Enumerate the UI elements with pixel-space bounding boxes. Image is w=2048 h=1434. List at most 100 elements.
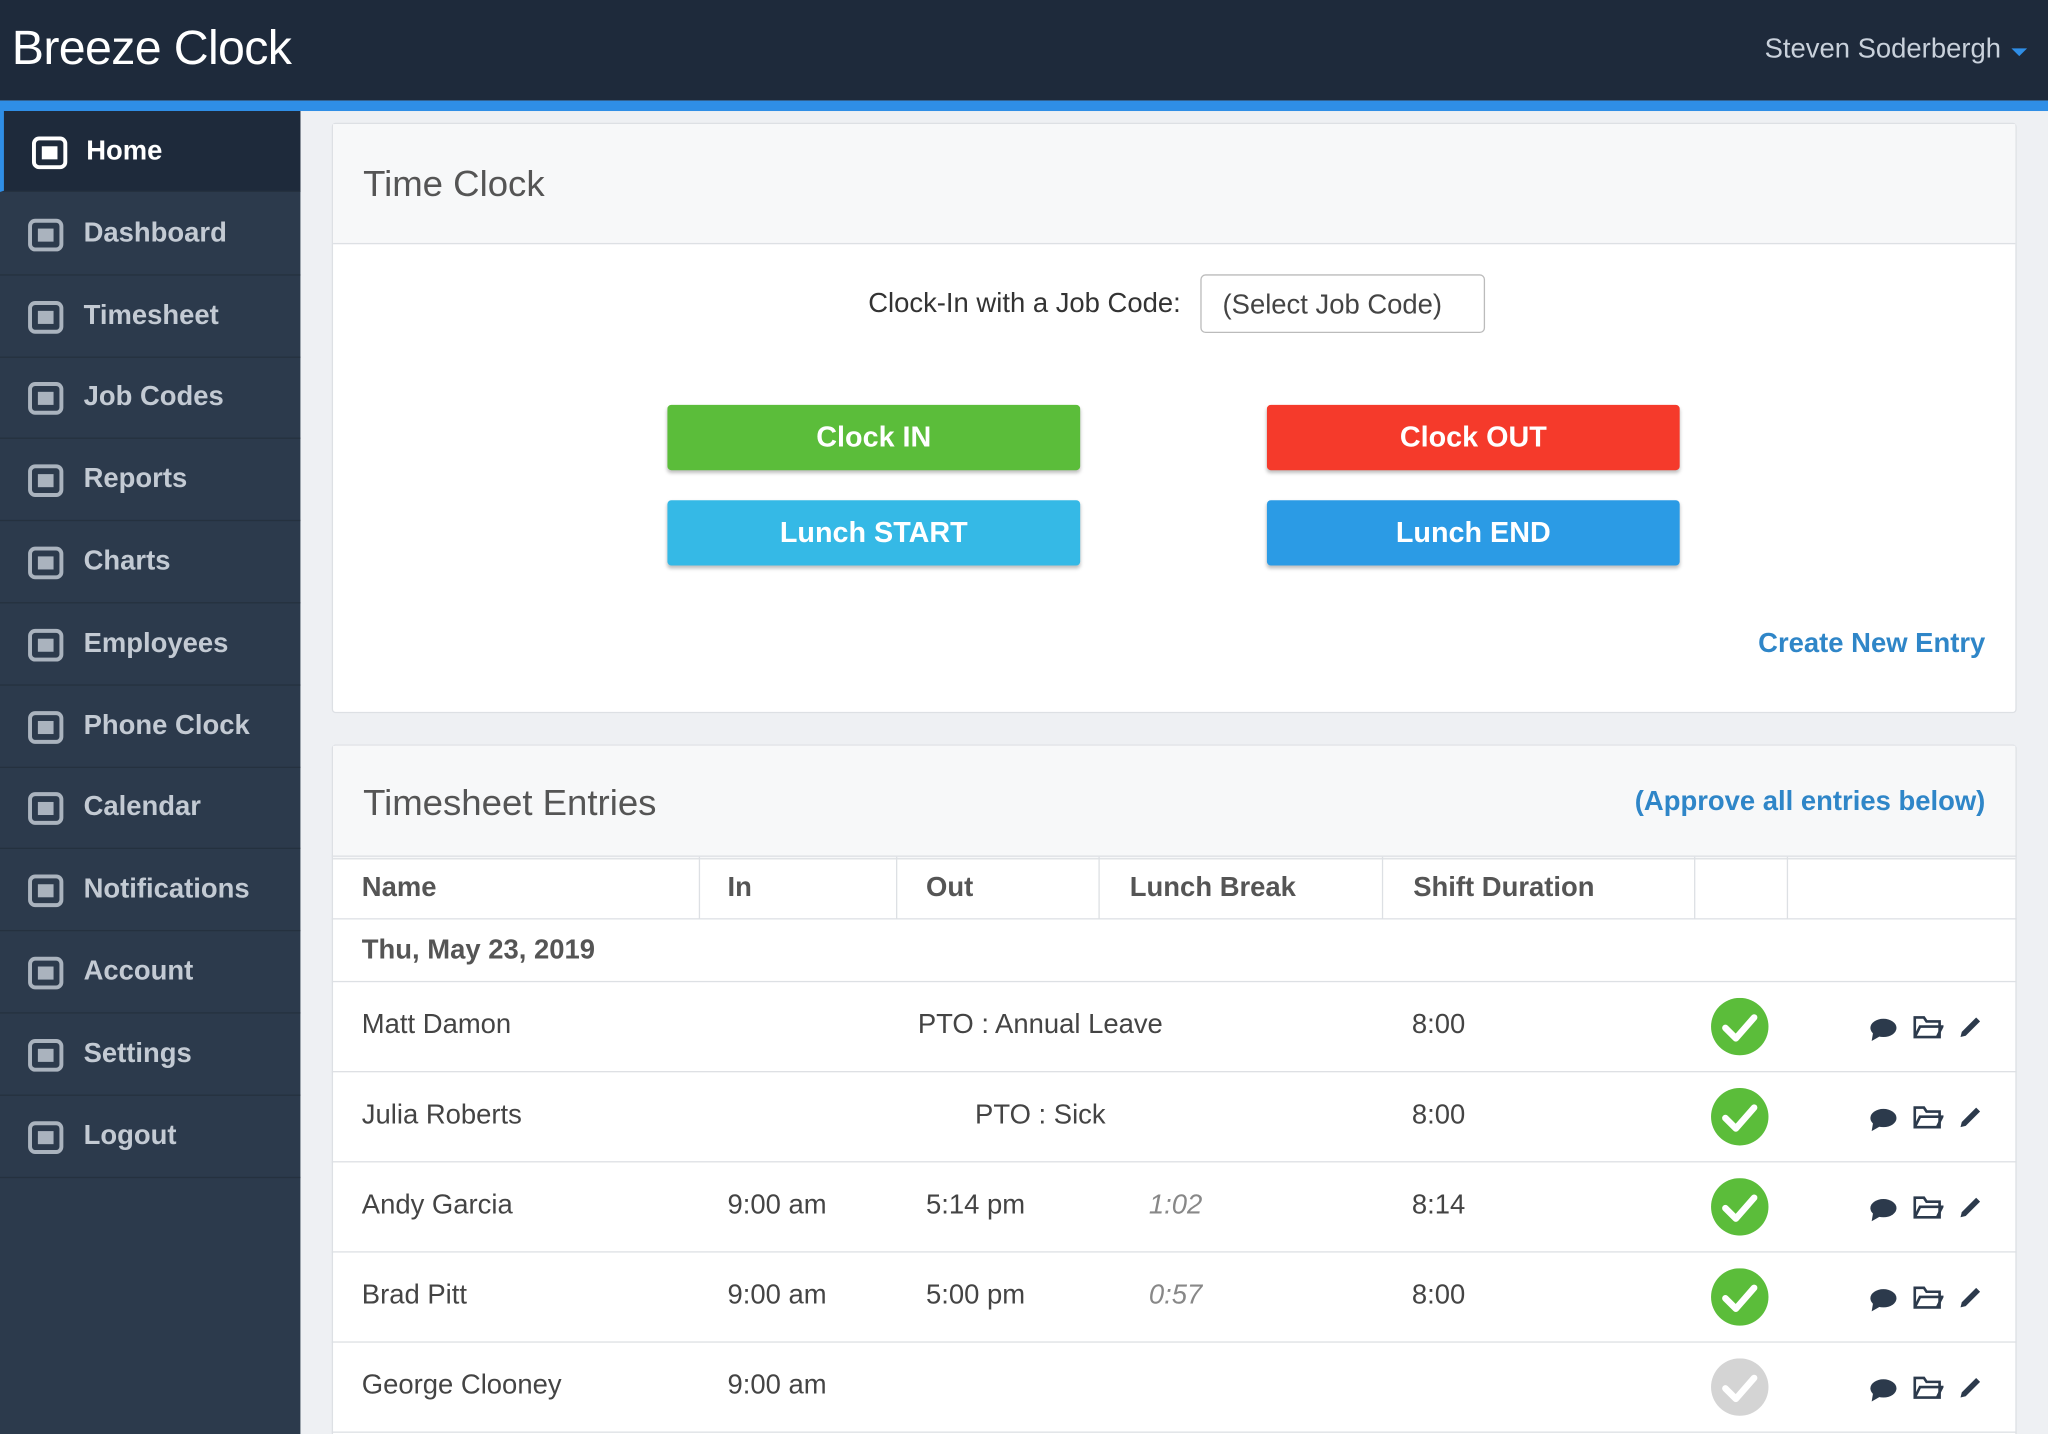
edit-icon[interactable] (1957, 1105, 1983, 1138)
comment-icon-glyph (1870, 1379, 1897, 1402)
row-divider (331, 1161, 2017, 1163)
nav-icon (28, 874, 64, 908)
employee-name: Brad Pitt (361, 1279, 467, 1311)
nav-item[interactable]: Settings (0, 1013, 301, 1096)
nav-icon (28, 218, 64, 252)
panel-title: Time Clock (363, 163, 545, 204)
clock-in: 9:00 am (727, 1189, 827, 1220)
user-menu[interactable]: Steven Soderbergh (1764, 33, 2001, 64)
nav-icon (28, 382, 64, 416)
nav-icon (28, 1038, 64, 1072)
nav-item[interactable]: Phone Clock (0, 685, 301, 768)
create-entry-link[interactable]: Create New Entry (1758, 628, 1986, 659)
folder-icon[interactable] (1912, 1283, 1945, 1318)
edit-icon[interactable] (1957, 1375, 1983, 1408)
nav-item[interactable]: Employees (0, 603, 301, 686)
approve-check[interactable] (1711, 1178, 1769, 1242)
nav-item[interactable]: Notifications (0, 849, 301, 932)
nav-item[interactable]: Logout (0, 1095, 301, 1178)
comment-icon[interactable] (1869, 1287, 1898, 1320)
nav-label: Notifications (83, 874, 250, 905)
action-button[interactable]: Lunch START (667, 500, 1081, 566)
comment-icon-glyph (1870, 1199, 1897, 1222)
date-group: Thu, May 23, 2019 (361, 935, 596, 966)
brand[interactable]: Breeze Clock (11, 20, 292, 75)
nav-icon (28, 300, 64, 334)
nav-label: Job Codes (83, 381, 224, 412)
nav-icon (28, 792, 64, 826)
panel-title: Timesheet Entries (363, 782, 657, 823)
comment-icon-glyph (1870, 1108, 1897, 1132)
folder-icon[interactable] (1912, 1192, 1945, 1227)
nav-item[interactable]: Account (0, 931, 301, 1014)
comment-icon[interactable] (1869, 1377, 1898, 1410)
nav-label: Charts (83, 545, 171, 576)
folder-icon[interactable] (1912, 1102, 1945, 1137)
nav-item[interactable]: Calendar (0, 767, 301, 850)
nav-item[interactable]: Job Codes (0, 357, 301, 440)
nav-item[interactable]: Home (0, 111, 301, 192)
row-divider (331, 1341, 2017, 1343)
edit-icon-glyph (1960, 1017, 1981, 1038)
nav-label: Logout (83, 1120, 177, 1151)
column-header: Out (926, 872, 974, 903)
edit-icon[interactable] (1957, 1015, 1983, 1048)
shift-duration: 8:00 (1411, 1009, 1466, 1040)
nav-label: Account (83, 956, 194, 987)
employee-name: Matt Damon (361, 1009, 512, 1040)
accent-bar (0, 100, 2048, 112)
approve-check[interactable] (1711, 1268, 1769, 1332)
comment-icon[interactable] (1869, 1016, 1898, 1049)
action-button[interactable]: Lunch END (1266, 500, 1680, 566)
time-clock-panel: Time Clock (331, 122, 2017, 714)
folder-icon-glyph (1913, 1286, 1945, 1309)
action-button[interactable]: Clock IN (667, 404, 1081, 471)
clock-in: 9:00 am (727, 1370, 827, 1401)
folder-icon-glyph (1913, 1106, 1945, 1129)
nav-icon (28, 628, 64, 662)
column-divider (698, 856, 701, 920)
nav-label: Calendar (83, 792, 201, 823)
shift-duration: 8:14 (1411, 1189, 1466, 1220)
approve-all-link[interactable]: (Approve all entries below) (1634, 786, 1986, 817)
row-divider (331, 918, 2017, 920)
comment-icon[interactable] (1869, 1106, 1898, 1139)
nav-item[interactable]: Timesheet (0, 275, 301, 358)
edit-icon-glyph (1960, 1377, 1981, 1398)
approve-check[interactable] (1711, 1087, 1769, 1152)
edit-icon[interactable] (1957, 1195, 1983, 1228)
nav-item[interactable]: Reports (0, 439, 301, 522)
folder-icon-glyph (1913, 1016, 1945, 1039)
folder-icon[interactable] (1912, 1373, 1945, 1408)
comment-icon-glyph (1870, 1289, 1897, 1312)
approve-check-glyph (1711, 1268, 1769, 1326)
caret[interactable] (2011, 48, 2028, 57)
edit-icon[interactable] (1957, 1285, 1983, 1318)
employee-name: Andy Garcia (361, 1189, 513, 1220)
approve-check[interactable] (1711, 997, 1769, 1062)
nav-item[interactable]: Dashboard (0, 193, 301, 276)
nav-item[interactable]: Charts (0, 521, 301, 604)
approve-check-glyph (1711, 1087, 1769, 1146)
column-header: Shift Duration (1413, 872, 1595, 903)
approve-check[interactable] (1711, 1358, 1769, 1422)
nav-label: Settings (83, 1038, 192, 1069)
clock-out: 5:14 pm (926, 1189, 1026, 1220)
nav-icon (28, 546, 64, 580)
action-button[interactable]: Clock OUT (1266, 404, 1680, 471)
job-code-label: Clock-In with a Job Code: (868, 288, 1181, 319)
column-divider (1381, 856, 1384, 920)
comment-icon[interactable] (1869, 1196, 1898, 1229)
nav-label: Dashboard (83, 217, 227, 248)
nav-label: Timesheet (83, 299, 219, 330)
row-divider (331, 980, 2017, 983)
job-code-select[interactable]: (Select Job Code) (1200, 274, 1486, 334)
folder-icon[interactable] (1912, 1012, 1945, 1047)
clock-in: 9:00 am (727, 1279, 827, 1311)
edit-icon-glyph (1960, 1107, 1981, 1128)
top-bar: Breeze Clock Steven Soderbergh (0, 0, 2048, 101)
employee-name: Julia Roberts (361, 1099, 522, 1130)
panel-header: Timesheet Entries (333, 745, 2016, 860)
